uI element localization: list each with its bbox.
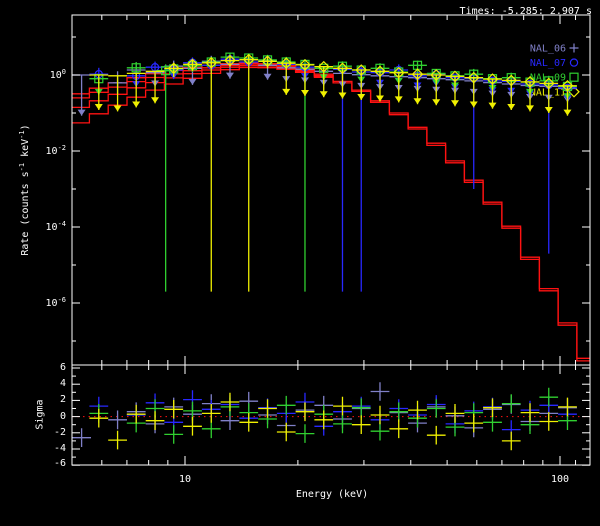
x-tick-label-10: 10	[178, 474, 192, 485]
sigma-residuals	[72, 382, 590, 451]
diamond-symbol	[280, 57, 293, 70]
sigma-series-NAL_09	[89, 387, 577, 444]
square-symbol	[569, 72, 579, 82]
upper-limit-arrow	[94, 103, 103, 110]
sigma-series-NAL_07	[89, 390, 577, 439]
plus-symbol	[569, 43, 579, 53]
diamond-symbol	[524, 76, 536, 88]
diamond-symbol	[186, 58, 199, 71]
upper-limit-arrow	[563, 109, 572, 116]
upper-limit-arrow	[375, 95, 384, 102]
model-line-2	[72, 63, 590, 362]
model-line-1	[72, 62, 590, 359]
upper-limit-arrow	[282, 88, 291, 95]
rate-tick-label: 10-4	[46, 220, 66, 233]
upper-limit-arrow	[263, 73, 272, 80]
sigma-tick-m2: -2	[53, 427, 66, 438]
diamond-symbol	[392, 66, 405, 79]
diamond-symbol	[561, 79, 574, 92]
sigma-tick-4: 4	[59, 378, 66, 389]
diamond-symbol	[542, 77, 555, 90]
diamond-symbol	[430, 69, 443, 81]
legend-label-NAL_11: NAL_11	[530, 87, 566, 98]
x-axis-label: Energy (keV)	[295, 489, 369, 500]
axes-frame: 100 10-2 10-4 10-6	[46, 14, 591, 466]
upper-limit-arrow	[450, 100, 459, 107]
sigma-panel-frame	[71, 364, 591, 466]
diamond-symbol	[205, 56, 218, 69]
diamond-symbol	[355, 64, 368, 76]
upper-limit-arrow	[319, 91, 328, 98]
legend-label-NAL_06: NAL_06	[530, 44, 566, 55]
times-range-label: Times: -5.285: 2.907 s	[459, 6, 592, 17]
square-symbol	[131, 63, 141, 73]
diamond-symbol	[299, 58, 311, 71]
sigma-tick-m4: -4	[53, 443, 66, 454]
series-NAL_09	[89, 52, 577, 292]
upper-limit-arrow	[469, 101, 478, 108]
upper-limit-arrow	[507, 103, 516, 110]
upper-limit-arrow	[432, 99, 441, 106]
model-histograms	[72, 62, 590, 362]
rate-axis-label: Rate (counts s-1 keV-1)	[18, 124, 31, 255]
sigma-series-NAL_11	[89, 392, 577, 451]
circle-symbol	[569, 58, 579, 67]
series-NAL_11	[89, 53, 577, 292]
upper-limit-arrow	[526, 105, 535, 112]
rate-tick-label: 100	[50, 68, 66, 81]
diamond-symbol	[261, 55, 274, 68]
diamond-symbol	[467, 71, 480, 84]
upper-limit-arrow	[338, 92, 347, 99]
upper-limit-arrow	[357, 93, 366, 100]
diamond-symbol	[486, 73, 499, 85]
upper-limit-arrow	[113, 105, 122, 112]
legend-label-NAL_09: NAL_09	[530, 73, 566, 84]
upper-limit-arrow	[151, 97, 160, 104]
diamond-symbol	[411, 68, 424, 81]
upper-limit-arrow	[488, 102, 497, 109]
diamond-symbol	[317, 60, 330, 73]
sigma-tick-0: 0	[59, 411, 66, 422]
x-tick-label-100: 100	[550, 474, 570, 485]
upper-limit-arrow	[413, 98, 422, 105]
y-axis-title: Rate (counts s-1 keV-1)	[18, 124, 31, 255]
diamond-symbol	[505, 74, 518, 87]
rate-tick-label: 10-2	[46, 144, 66, 157]
detector-data	[72, 52, 577, 292]
sigma-tick-6: 6	[59, 362, 66, 373]
upper-limit-arrow	[300, 90, 309, 97]
diamond-symbol	[449, 70, 461, 83]
diamond-symbol	[336, 62, 349, 75]
rate-tick-label: 10-6	[46, 296, 66, 309]
sigma-tick-m6: -6	[53, 458, 66, 469]
upper-limit-arrow	[188, 78, 197, 85]
upper-limit-arrow	[77, 109, 86, 116]
sigma-axis-label: Sigma	[34, 399, 46, 430]
diamond-symbol	[224, 54, 236, 67]
diamond-symbol	[167, 62, 180, 75]
legend: NAL_06 NAL_07 NAL_09 NAL_11	[530, 43, 580, 98]
upper-limit-arrow	[394, 96, 403, 103]
upper-limit-arrow	[225, 72, 234, 79]
diamond-symbol	[374, 65, 386, 78]
upper-limit-arrow	[132, 101, 141, 108]
diamond-symbol	[242, 53, 255, 66]
sigma-tick-2: 2	[59, 394, 66, 405]
legend-label-NAL_07: NAL_07	[530, 58, 566, 69]
upper-limit-arrow	[544, 107, 553, 113]
